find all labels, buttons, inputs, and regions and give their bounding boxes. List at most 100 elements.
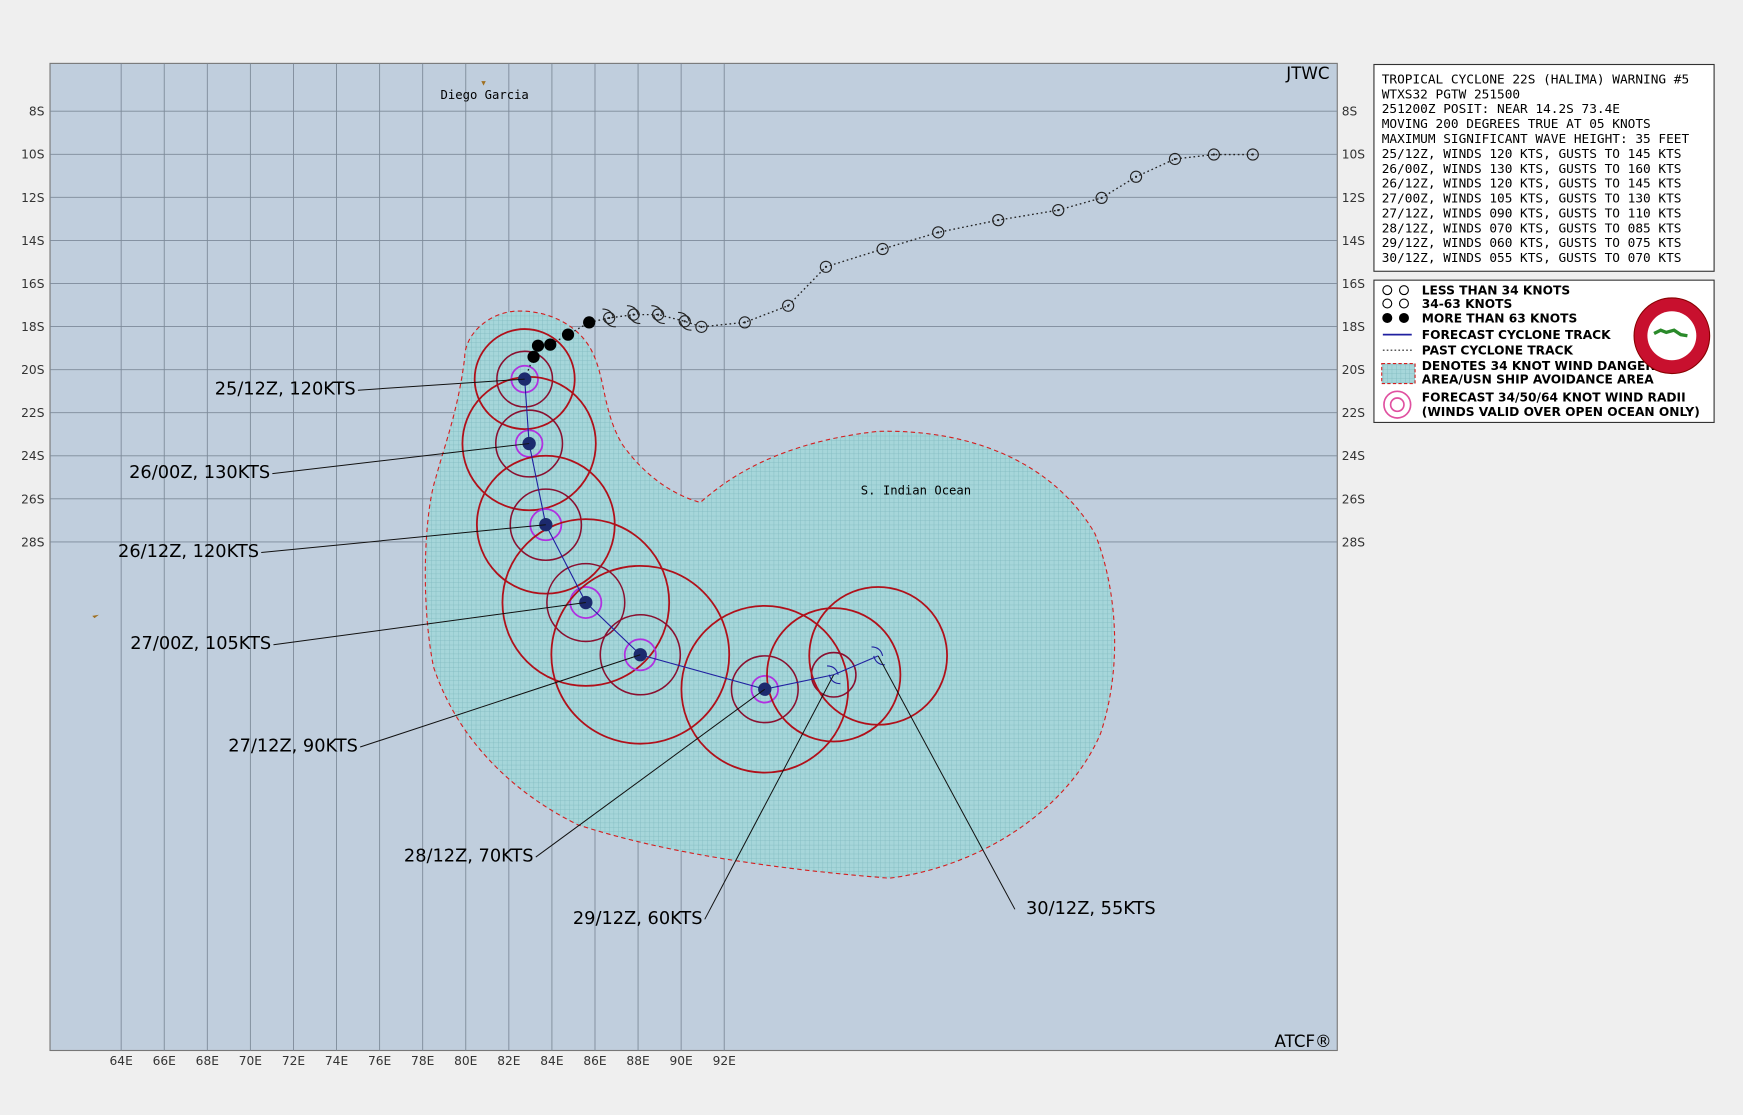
warning-line: 25/12Z, WINDS 120 KTS, GUSTS TO 145 KTS — [1382, 147, 1682, 162]
leader-line — [261, 524, 546, 553]
radius-50kt — [546, 562, 626, 643]
lon-label: 88E — [626, 1054, 649, 1068]
forecast-label: 29/12Z, 60KTS — [573, 908, 703, 929]
radius-64kt — [750, 674, 780, 704]
lon-label: 92E — [713, 1054, 736, 1068]
lon-label: 78E — [411, 1054, 434, 1068]
leader-line — [877, 655, 1016, 910]
past-position-dot — [1057, 209, 1060, 212]
lat-label: 20S — [1342, 363, 1366, 377]
radius-34kt — [766, 607, 902, 743]
storm-symbol — [626, 305, 641, 325]
past-position — [876, 242, 889, 256]
legend-label: MORE THAN 63 KNOTS — [1422, 311, 1578, 325]
radius-50kt — [599, 613, 682, 696]
radius-64kt — [569, 586, 603, 619]
past-position-strong — [561, 328, 575, 341]
legend-radii — [1389, 397, 1405, 413]
leader-line — [273, 602, 586, 646]
past-position — [1095, 191, 1108, 205]
past-position-strong — [583, 316, 596, 329]
legend-label: AREA/USN SHIP AVOIDANCE AREA — [1422, 373, 1655, 387]
past-position-dot — [1173, 157, 1177, 161]
past-position — [678, 315, 691, 328]
radius-34kt — [550, 564, 731, 745]
tracks — [518, 148, 1259, 696]
lon-label: 68E — [196, 1054, 219, 1068]
lon-label: 74E — [325, 1054, 348, 1068]
island-diego-garcia — [481, 81, 486, 86]
forecast-labels: 25/12Z, 120KTS 26/00Z, 130KTS 26/12Z, 120K… — [118, 378, 1156, 929]
past-position — [1207, 148, 1220, 161]
storm-symbol — [651, 305, 665, 325]
past-position — [1168, 152, 1182, 166]
past-position-dot — [1251, 153, 1254, 156]
radius-64kt — [514, 429, 544, 458]
lat-label: 28S — [1342, 535, 1366, 549]
warning-text: TROPICAL CYCLONE 22S (HALIMA) WARNING #5… — [1382, 72, 1690, 266]
corner-label: JTWC — [1285, 64, 1329, 83]
past-position — [1052, 204, 1065, 217]
warning-line: 26/12Z, WINDS 120 KTS, GUSTS TO 145 KTS — [1382, 177, 1682, 192]
past-position-dot — [881, 247, 884, 251]
warning-line: 251200Z POSIT: NEAR 14.2S 73.4E — [1382, 102, 1620, 117]
forecast-label: 26/00Z, 130KTS — [129, 462, 270, 483]
radius-34kt — [808, 586, 948, 726]
warning-line: 29/12Z, WINDS 060 KTS, GUSTS TO 075 KTS — [1382, 236, 1682, 251]
legend-label: PAST CYCLONE TRACK — [1422, 344, 1574, 358]
radius-64kt — [529, 508, 563, 542]
danger-area — [424, 310, 1116, 879]
lat-label: 10S — [1342, 148, 1366, 162]
jtwc-logo — [1633, 297, 1711, 375]
past-position-dot — [787, 304, 790, 307]
radius-50kt — [496, 350, 554, 408]
lon-label: 70E — [239, 1054, 262, 1068]
logo-center — [1647, 311, 1697, 361]
past-position-dot — [1100, 196, 1103, 200]
lon-label: 72E — [282, 1054, 305, 1068]
past-position-dot — [683, 320, 686, 323]
legend-label: 34-63 KNOTS — [1422, 297, 1513, 311]
lat-label: 14S — [1342, 234, 1366, 248]
legend-danger-area — [1381, 362, 1416, 385]
past-position-dot — [700, 325, 703, 328]
past-position — [627, 308, 640, 321]
legend-symbol — [1398, 298, 1409, 309]
lat-label: 16S — [1342, 277, 1366, 291]
past-position-strong — [531, 339, 545, 352]
lat-label: 12S — [21, 191, 45, 205]
lat-label: 10S — [21, 148, 45, 162]
past-position-dot — [656, 313, 660, 316]
lat-label: 22S — [1342, 406, 1366, 420]
forecast-position — [758, 682, 772, 696]
past-position — [738, 316, 751, 329]
past-position — [932, 226, 945, 239]
lon-label: 80E — [454, 1054, 477, 1068]
past-position-dot — [1134, 175, 1138, 178]
radius-64kt — [623, 638, 657, 672]
past-position-dot — [632, 313, 635, 316]
lon-label: 66E — [153, 1054, 176, 1068]
leader-line — [272, 443, 530, 475]
forecast-label: 25/12Z, 120KTS — [215, 379, 356, 400]
radius-50kt — [509, 488, 583, 562]
past-position — [992, 214, 1005, 227]
lat-label: 26S — [21, 492, 45, 506]
legend-symbol — [1382, 312, 1393, 323]
past-position — [819, 260, 833, 273]
legend-symbol — [1382, 285, 1393, 296]
forecast-position — [579, 595, 593, 610]
past-position — [603, 311, 616, 325]
leader-line — [360, 654, 641, 748]
lat-label: 16S — [21, 277, 45, 291]
lat-label: 22S — [21, 406, 45, 420]
legend-symbol — [1398, 285, 1409, 296]
leader-line — [357, 378, 525, 391]
past-position-dot — [608, 316, 611, 320]
lat-label: 8S — [1342, 105, 1358, 119]
leader-line — [704, 674, 835, 920]
corner-label: ATCF® — [1275, 1032, 1332, 1051]
storm-symbol — [602, 308, 616, 328]
